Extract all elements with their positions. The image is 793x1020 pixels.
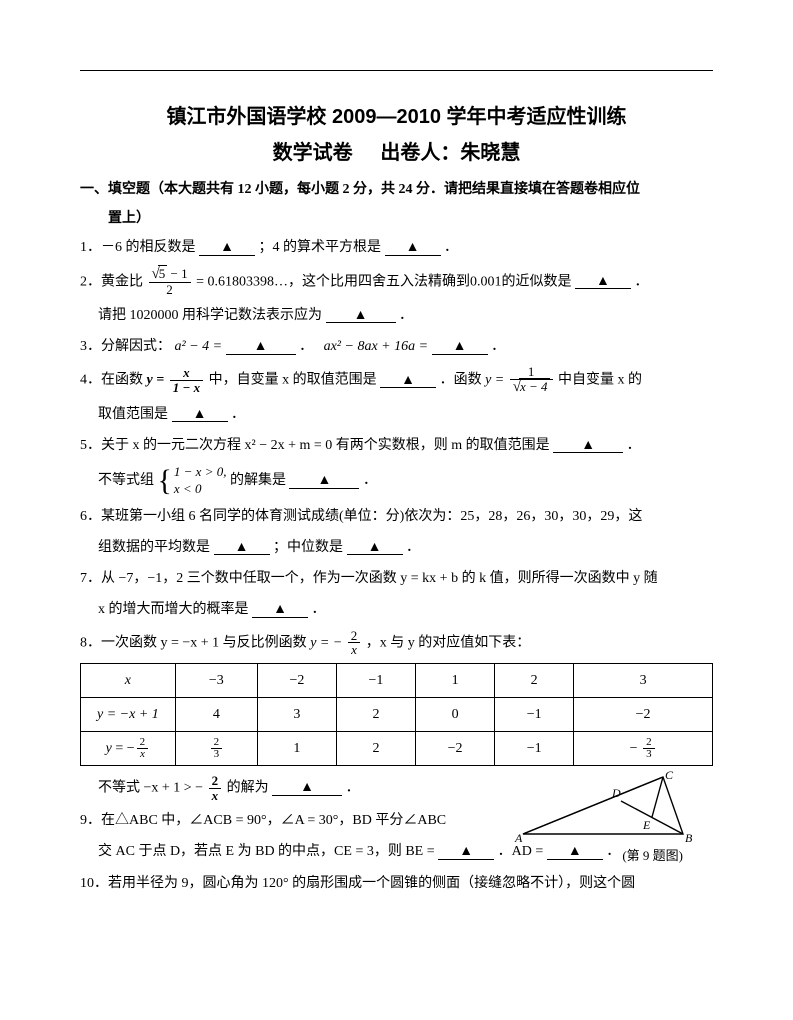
q7: 7．从 −7，−1，2 三个数中任取一个，作为一次函数 y = kx + b 的… xyxy=(80,566,713,591)
q5-blank2: ▲ xyxy=(289,473,359,488)
q1-text-b: ；4 的算术平方根是 xyxy=(259,240,382,255)
title-right: 出卷人：朱晓慧 xyxy=(380,142,520,164)
q6-blank2: ▲ xyxy=(347,540,403,555)
q8-frac-ineq: 2x xyxy=(209,774,222,802)
q3: 3．分解因式： a² − 4 = ▲ ． ax² − 8ax + 16a = ▲… xyxy=(80,334,713,359)
q1-blank2: ▲ xyxy=(385,240,441,255)
q2-blank2: ▲ xyxy=(326,308,396,323)
q8-blank: ▲ xyxy=(272,780,342,795)
q6-line2: 组数据的平均数是 ▲ ；中位数是 ▲ ． xyxy=(98,535,713,560)
q2: 2．黄金比 5 − 1 2 = 0.61803398…，这个比用四舍五入法精确到… xyxy=(80,267,713,297)
title-line1: 镇江市外国语学校 2009—2010 学年中考适应性训练 xyxy=(80,99,713,135)
q8-frac-head: 2x xyxy=(348,629,361,657)
q4-line2: 取值范围是 ▲ ． xyxy=(98,402,713,427)
q5: 5．关于 x 的一元二次方程 x² − 2x + m = 0 有两个实数根，则 … xyxy=(80,433,713,458)
q8: 8．一次函数 y = −x + 1 与反比例函数 y = − 2x ，x 与 y… xyxy=(80,629,713,657)
q8-table: x −3 −2 −1 1 2 3 y = −x + 1 4 3 2 0 −1 −… xyxy=(80,663,713,766)
q2-text-b: = 0.61803398…，这个比用四舍五入法精确到0.001的近似数是 xyxy=(196,274,571,289)
svg-text:B: B xyxy=(685,831,693,845)
q2-line2: 请把 1020000 用科学记数法表示应为 ▲ ． xyxy=(98,303,713,328)
q2-text-c: ． xyxy=(634,274,648,289)
svg-text:D: D xyxy=(611,786,621,800)
table-row-x: x −3 −2 −1 1 2 3 xyxy=(81,663,713,697)
q1-text-c: ． xyxy=(444,240,458,255)
q1-blank1: ▲ xyxy=(199,240,255,255)
q7-blank: ▲ xyxy=(252,602,308,617)
title-line2: 数学试卷 出卷人：朱晓慧 xyxy=(80,135,713,171)
svg-text:C: C xyxy=(665,769,674,782)
q1: 1．－6 的相反数是 ▲ ；4 的算术平方根是 ▲ ． xyxy=(80,235,713,260)
q4-blank2: ▲ xyxy=(172,407,228,422)
table-row-y1: y = −x + 1 4 3 2 0 −1 −2 xyxy=(81,697,713,731)
q5-inequalities: { 1 − x > 0, x < 0 xyxy=(158,464,227,498)
top-rule xyxy=(80,70,713,71)
q2-blank1: ▲ xyxy=(575,274,631,289)
q3-expr2: ax² − 8ax + 16a = xyxy=(324,339,428,354)
q3-expr1: a² − 4 = xyxy=(175,339,223,354)
q3-blank2: ▲ xyxy=(432,339,488,354)
q1-text-a: 1．－6 的相反数是 xyxy=(80,240,196,255)
svg-text:A: A xyxy=(514,831,523,845)
q5-line2: 不等式组 { 1 − x > 0, x < 0 的解集是 ▲ ． xyxy=(98,464,713,498)
q7-line2: x 的增大而增大的概率是 ▲ ． xyxy=(98,597,713,622)
q3-blank1: ▲ xyxy=(226,339,296,354)
q4-frac1: x1 − x xyxy=(170,366,203,394)
section-heading-l2: 置上） xyxy=(108,206,713,231)
q6: 6．某班第一小组 6 名同学的体育测试成绩(单位：分)依次为：25，28，26，… xyxy=(80,504,713,529)
q10: 10．若用半径为 9，圆心角为 120° 的扇形围成一个圆锥的侧面（接缝忽略不计… xyxy=(80,871,713,896)
q9-blank1: ▲ xyxy=(438,844,494,859)
svg-text:E: E xyxy=(642,818,651,832)
q9-caption: (第 9 题图) xyxy=(622,844,683,867)
title-left: 数学试卷 xyxy=(273,142,353,164)
q2-frac: 5 − 1 2 xyxy=(149,267,191,297)
q4-blank1: ▲ xyxy=(380,373,436,388)
q9-figure: A B C D E xyxy=(513,769,703,849)
q2-text-a: 2．黄金比 xyxy=(80,274,143,289)
q6-blank1: ▲ xyxy=(214,540,270,555)
table-row-y2: y = −2x 23 1 2 −2 −1 − 23 xyxy=(81,731,713,765)
section-heading-l1: 一、填空题（本大题共有 12 小题，每小题 2 分，共 24 分．请把结果直接填… xyxy=(80,177,713,202)
q4-frac2: 1 x − 4 xyxy=(510,365,553,395)
q4: 4．在函数 y = x1 − x 中，自变量 x 的取值范围是 ▲ ．函数 y … xyxy=(80,365,713,395)
q5-blank1: ▲ xyxy=(553,438,623,453)
